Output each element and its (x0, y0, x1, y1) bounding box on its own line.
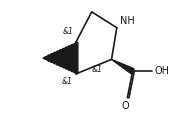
Text: NH: NH (120, 16, 135, 26)
Polygon shape (43, 42, 78, 74)
Text: OH: OH (154, 66, 169, 76)
Polygon shape (112, 59, 134, 74)
Text: &1: &1 (62, 27, 73, 36)
Text: &1: &1 (61, 77, 72, 86)
Text: &1: &1 (92, 65, 102, 74)
Text: O: O (122, 101, 129, 111)
